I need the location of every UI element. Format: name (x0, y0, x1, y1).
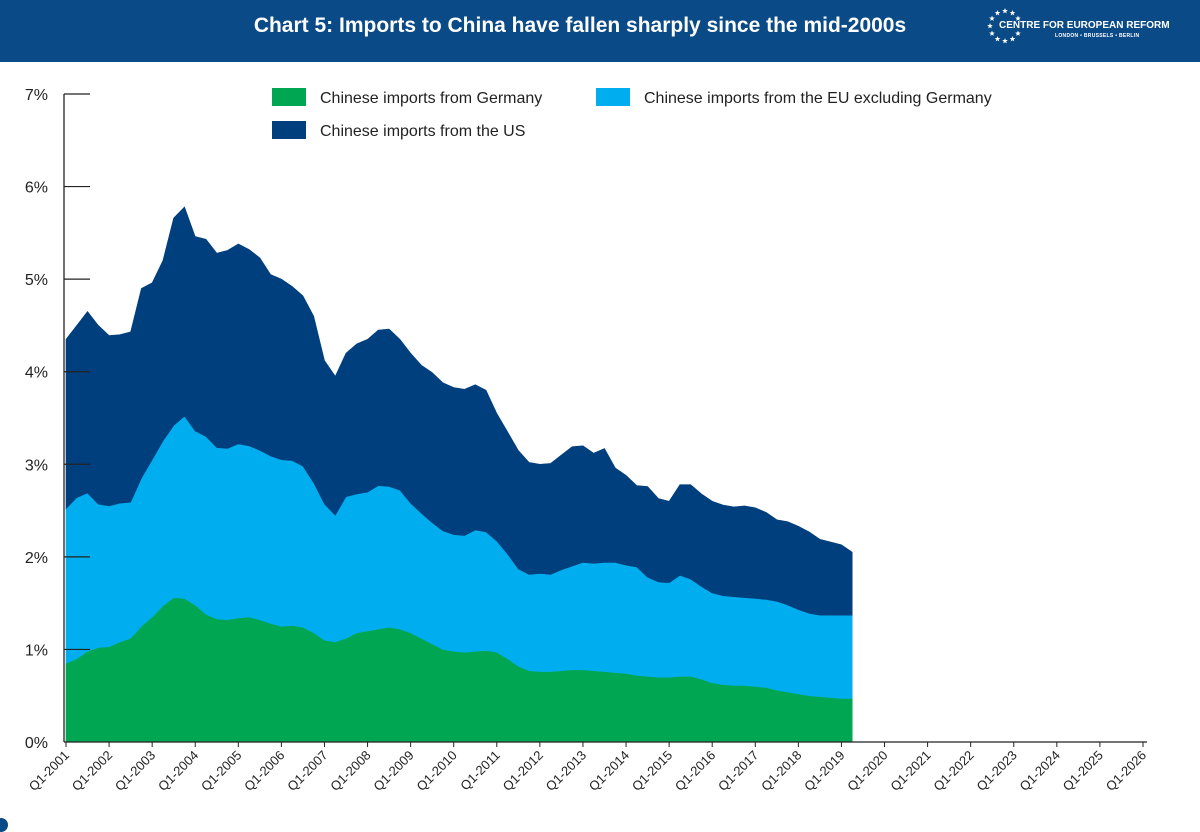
cer-logo: CENTRE FOR EUROPEAN REFORM LONDON • BRUS… (985, 6, 1190, 56)
x-tick-label: Q1-2003 (112, 748, 158, 794)
logo-name: CENTRE FOR EUROPEAN REFORM (999, 20, 1170, 31)
legend-label-3: Chinese imports from the US (320, 123, 525, 140)
y-tick-label: 5% (25, 272, 48, 289)
x-tick-label: Q1-2013 (543, 748, 589, 794)
legend-label-2: Chinese imports from the EU excluding Ge… (644, 90, 992, 107)
x-tick-label: Q1-2016 (672, 748, 718, 794)
x-tick-label: Q1-2017 (715, 748, 761, 794)
x-tick-label: Q1-2015 (629, 748, 675, 794)
y-tick-label: 2% (25, 550, 48, 567)
chart-areas (65, 206, 853, 743)
eu-stars-icon (987, 8, 1021, 44)
legend-label-1: Chinese imports from Germany (320, 90, 542, 107)
x-tick-label: Q1-2010 (413, 748, 459, 794)
x-tick-label: Q1-2019 (801, 748, 847, 794)
y-tick-label: 0% (25, 735, 48, 752)
x-tick-label: Q1-2020 (844, 748, 890, 794)
x-tick-label: Q1-2011 (457, 748, 503, 794)
x-tick-label: Q1-2018 (758, 748, 804, 794)
y-tick-label: 7% (25, 87, 48, 104)
corner-decoration (0, 818, 8, 832)
legend-swatch-2 (596, 88, 630, 106)
header-bar: Chart 5: Imports to China have fallen sh… (0, 0, 1200, 62)
x-tick-label: Q1-2025 (1060, 748, 1106, 794)
legend-swatch-1 (272, 88, 306, 106)
x-tick-label: Q1-2024 (1017, 748, 1063, 794)
x-tick-label: Q1-2023 (973, 748, 1019, 794)
x-tick-label: Q1-2009 (370, 748, 416, 794)
x-tick-label: Q1-2026 (1103, 748, 1149, 794)
area-series-3 (65, 206, 853, 616)
y-tick-label: 3% (25, 457, 48, 474)
y-tick-label: 6% (25, 180, 48, 197)
x-tick-label: Q1-2002 (69, 748, 115, 794)
x-tick-label: Q1-2007 (284, 748, 330, 794)
x-tick-label: Q1-2004 (155, 748, 201, 794)
chart-title: Chart 5: Imports to China have fallen sh… (253, 14, 907, 37)
x-tick-label: Q1-2021 (887, 748, 933, 794)
logo-cities: LONDON • BRUSSELS • BERLIN (1055, 33, 1140, 39)
x-tick-label: Q1-2001 (26, 748, 72, 794)
legend-swatch-3 (272, 121, 306, 139)
x-tick-label: Q1-2012 (500, 748, 546, 794)
x-tick-label: Q1-2005 (198, 748, 244, 794)
y-tick-label: 4% (25, 365, 48, 382)
x-tick-label: Q1-2006 (241, 748, 287, 794)
x-tick-label: Q1-2014 (586, 748, 632, 794)
x-tick-label: Q1-2022 (930, 748, 976, 794)
x-tick-label: Q1-2008 (327, 748, 373, 794)
chart-legend: Chinese imports from Germany Chinese impo… (272, 88, 992, 140)
y-tick-label: 1% (25, 642, 48, 659)
stacked-area-chart: 0%1%2%3%4%5%6%7%Q1-2001Q1-2002Q1-2003Q1-… (25, 87, 1149, 794)
